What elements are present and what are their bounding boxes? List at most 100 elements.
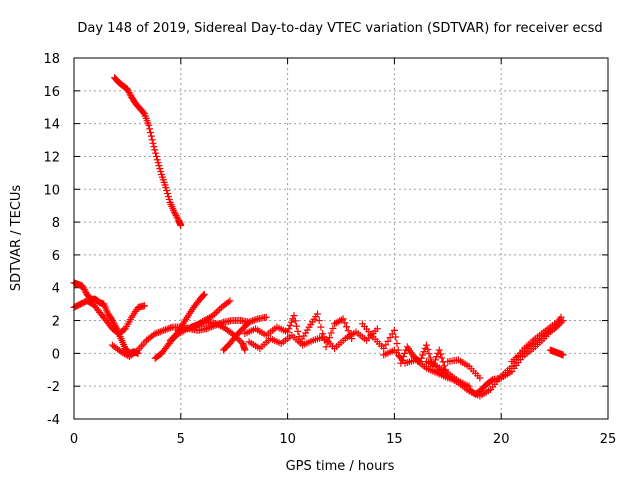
interpolated-point bbox=[293, 322, 301, 330]
data-point bbox=[153, 156, 161, 164]
interpolated-point bbox=[286, 321, 294, 329]
interpolated-point bbox=[194, 320, 202, 328]
x-tick-label: 25 bbox=[600, 432, 617, 447]
interpolated-point bbox=[343, 323, 351, 331]
interpolated-point bbox=[156, 165, 164, 173]
interpolated-point bbox=[152, 152, 160, 160]
data-point bbox=[79, 282, 87, 290]
interpolated-point bbox=[393, 340, 401, 348]
chart-title: Day 148 of 2019, Sidereal Day-to-day VTE… bbox=[77, 21, 602, 36]
data-point bbox=[140, 302, 148, 310]
series-evening-band bbox=[422, 313, 565, 398]
interpolated-point bbox=[81, 287, 89, 295]
interpolated-point bbox=[165, 195, 173, 203]
interpolated-point bbox=[80, 285, 88, 293]
interpolated-point bbox=[156, 328, 164, 336]
data-point bbox=[314, 310, 322, 318]
x-tick-label: 10 bbox=[279, 432, 296, 447]
axis-ticks: 0 5 10 15 20 25 -4 -2 0 2 4 6 8 10 12 14 16 18 bbox=[43, 52, 616, 447]
interpolated-point bbox=[167, 324, 175, 332]
x-tick-label: 5 bbox=[177, 432, 185, 447]
interpolated-point bbox=[155, 162, 163, 170]
interpolated-point bbox=[341, 319, 349, 327]
interpolated-point bbox=[108, 315, 116, 323]
series-midday bbox=[241, 310, 356, 351]
interpolated-point bbox=[487, 377, 495, 385]
interpolated-point bbox=[249, 317, 257, 325]
interpolated-point bbox=[165, 324, 173, 332]
data-point bbox=[162, 184, 170, 192]
data-point bbox=[559, 317, 567, 325]
interpolated-point bbox=[132, 347, 140, 355]
y-tick-label: 12 bbox=[43, 150, 60, 165]
interpolated-point bbox=[191, 322, 199, 330]
data-point bbox=[422, 341, 430, 349]
series-rising-arc-3 bbox=[187, 318, 249, 354]
data-point bbox=[145, 121, 153, 129]
interpolated-point bbox=[193, 321, 201, 329]
series-late-arc-1 bbox=[444, 356, 484, 382]
interpolated-point bbox=[181, 326, 189, 334]
interpolated-point bbox=[388, 330, 396, 338]
interpolated-point bbox=[386, 334, 394, 342]
interpolated-point bbox=[250, 316, 258, 324]
y-axis-label: SDTVAR / TECUs bbox=[9, 185, 24, 292]
interpolated-point bbox=[235, 336, 243, 344]
data-point bbox=[177, 221, 185, 229]
interpolated-point bbox=[419, 351, 427, 359]
plot-frame bbox=[73, 57, 609, 420]
interpolated-point bbox=[125, 88, 133, 96]
series-midday-lower bbox=[245, 325, 381, 352]
interpolated-point bbox=[224, 298, 232, 306]
interpolated-point bbox=[294, 327, 302, 335]
interpolated-point bbox=[157, 168, 165, 176]
interpolated-point bbox=[79, 284, 87, 292]
series-late-arc-3 bbox=[508, 317, 567, 366]
data-point bbox=[380, 344, 388, 352]
series-high-arc bbox=[111, 74, 185, 229]
interpolated-point bbox=[153, 329, 161, 337]
interpolated-point bbox=[155, 328, 163, 336]
interpolated-point bbox=[161, 326, 169, 334]
y-tick-label: 2 bbox=[52, 315, 60, 330]
data-point bbox=[108, 317, 116, 325]
y-tick-label: 14 bbox=[43, 118, 60, 133]
data-point bbox=[183, 325, 191, 333]
interpolated-point bbox=[148, 136, 156, 144]
interpolated-point bbox=[300, 332, 308, 340]
interpolated-point bbox=[417, 354, 425, 362]
data-point bbox=[551, 325, 559, 333]
data-point bbox=[123, 85, 131, 93]
interpolated-point bbox=[109, 318, 117, 326]
x-axis-label: GPS time / hours bbox=[286, 459, 395, 474]
data-point bbox=[170, 208, 178, 216]
interpolated-point bbox=[319, 330, 327, 338]
interpolated-point bbox=[150, 143, 158, 151]
interpolated-point bbox=[127, 92, 135, 100]
interpolated-point bbox=[291, 317, 299, 325]
y-tick-label: 18 bbox=[43, 52, 60, 67]
data-point bbox=[284, 328, 292, 336]
interpolated-point bbox=[425, 350, 433, 358]
data-point bbox=[241, 346, 249, 354]
y-tick-label: 4 bbox=[52, 282, 60, 297]
interpolated-point bbox=[199, 291, 207, 299]
data-point bbox=[200, 290, 208, 298]
interpolated-point bbox=[298, 335, 306, 343]
data-point bbox=[322, 343, 330, 351]
data-point bbox=[559, 351, 567, 359]
data-point bbox=[373, 325, 381, 333]
y-tick-label: 16 bbox=[43, 85, 60, 100]
interpolated-point bbox=[557, 318, 565, 326]
data-point bbox=[245, 318, 253, 326]
interpolated-point bbox=[285, 325, 293, 333]
interpolated-point bbox=[438, 354, 446, 362]
interpolated-point bbox=[392, 333, 400, 341]
interpolated-point bbox=[211, 310, 219, 318]
interpolated-point bbox=[204, 324, 212, 332]
series-early-trace bbox=[70, 279, 142, 357]
interpolated-point bbox=[171, 210, 179, 218]
data-point bbox=[226, 297, 234, 305]
grid-lines bbox=[74, 58, 608, 419]
